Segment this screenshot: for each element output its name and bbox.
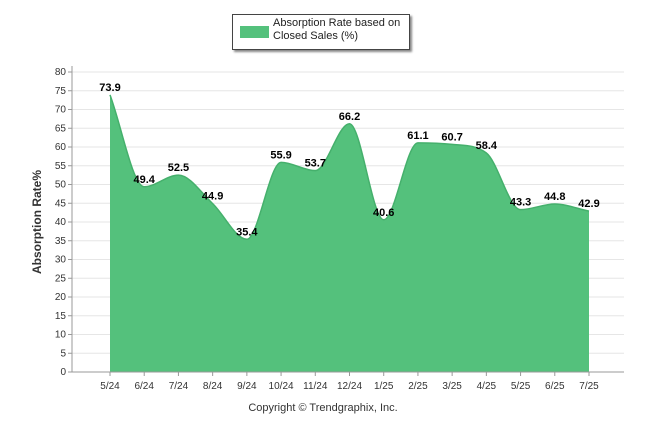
y-tick-label: 15	[55, 311, 67, 322]
y-tick-label: 20	[55, 292, 67, 303]
y-tick-label: 30	[55, 255, 67, 266]
x-tick-label: 7/25	[579, 381, 599, 392]
legend-label: Absorption Rate based on Closed Sales (%…	[273, 17, 401, 42]
x-tick-label: 11/24	[303, 381, 328, 392]
y-axis-ticks: 0 5 10 15 20 25 30 35 40 45 50 55 60 65 70 75 80	[55, 67, 72, 378]
data-label: 42.9	[578, 198, 599, 210]
x-tick-label: 3/25	[442, 381, 462, 392]
y-tick-label: 50	[55, 180, 67, 191]
y-tick-label: 75	[55, 86, 67, 97]
data-label: 40.6	[373, 207, 394, 219]
x-tick-label: 9/24	[237, 381, 257, 392]
x-tick-label: 4/25	[477, 381, 497, 392]
data-label: 43.3	[510, 197, 531, 209]
y-tick-label: 10	[55, 330, 67, 341]
data-label: 49.4	[134, 174, 156, 186]
y-tick-label: 0	[60, 367, 66, 378]
x-tick-label: 7/24	[169, 381, 189, 392]
data-label: 55.9	[270, 149, 291, 161]
y-tick-label: 40	[55, 217, 67, 228]
copyright-text: Copyright © Trendgraphix, Inc.	[248, 402, 398, 414]
x-axis-ticks: 5/24 6/24 7/24 8/24 9/24 10/24 11/24 12/24 1/25 2…	[100, 372, 599, 392]
x-tick-label: 6/25	[545, 381, 565, 392]
data-label: 44.8	[544, 191, 565, 203]
area-line	[109, 94, 590, 241]
area-series	[109, 94, 590, 372]
y-axis-label: Absorption Rate%	[30, 170, 44, 274]
y-tick-label: 55	[55, 161, 67, 172]
y-tick-label: 5	[60, 348, 66, 359]
y-tick-label: 60	[55, 142, 67, 153]
y-tick-label: 65	[55, 123, 67, 134]
y-tick-label: 35	[55, 236, 67, 247]
axes	[71, 66, 624, 373]
legend: Absorption Rate based on Closed Sales (%…	[232, 14, 410, 50]
y-tick-label: 70	[55, 105, 67, 116]
data-label: 60.7	[441, 131, 462, 143]
x-tick-label: 6/24	[134, 381, 154, 392]
data-label: 73.9	[99, 82, 120, 94]
x-tick-label: 2/25	[408, 381, 428, 392]
x-tick-label: 5/24	[100, 381, 120, 392]
data-label: 58.4	[476, 140, 498, 152]
x-tick-label: 1/25	[374, 381, 394, 392]
data-label: 44.9	[202, 191, 223, 203]
area-fill	[110, 94, 589, 372]
data-label: 66.2	[339, 111, 360, 123]
data-label: 61.1	[407, 130, 428, 142]
y-tick-label: 80	[55, 67, 67, 78]
data-label: 53.7	[305, 158, 326, 170]
x-tick-label: 5/25	[511, 381, 531, 392]
legend-swatch	[240, 26, 269, 38]
x-tick-label: 8/24	[203, 381, 223, 392]
x-tick-label: 10/24	[269, 381, 294, 392]
y-tick-label: 45	[55, 198, 67, 209]
data-labels: 73.9 49.4 52.5 44.9 35.4 55.9 53.7 66.2 40.6 61.1…	[99, 82, 599, 238]
data-label: 35.4	[236, 226, 258, 238]
y-tick-label: 25	[55, 273, 67, 284]
data-label: 52.5	[168, 162, 189, 174]
x-tick-label: 12/24	[337, 381, 362, 392]
